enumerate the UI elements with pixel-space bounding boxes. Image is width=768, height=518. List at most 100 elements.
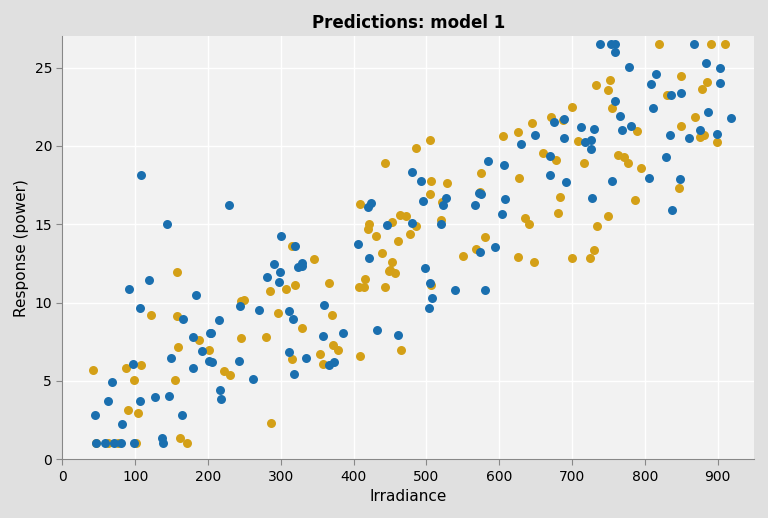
- Point: [406, 219, 418, 227]
- Point: [617, 153, 630, 161]
- Point: [609, 48, 621, 56]
- Point: [710, 138, 723, 147]
- Point: [435, 220, 447, 228]
- Point: [711, 130, 723, 138]
- Point: [606, 177, 618, 185]
- Point: [273, 278, 286, 286]
- Point: [489, 243, 502, 251]
- Point: [647, 104, 659, 112]
- Point: [469, 201, 482, 209]
- Point: [316, 332, 329, 340]
- Point: [419, 264, 431, 272]
- Point: [286, 355, 298, 363]
- Point: [683, 133, 695, 141]
- Point: [102, 396, 114, 405]
- Point: [725, 113, 737, 122]
- Point: [622, 63, 634, 71]
- Point: [479, 286, 492, 295]
- Point: [496, 132, 508, 140]
- Point: [287, 370, 300, 378]
- Point: [475, 190, 487, 198]
- Point: [482, 156, 494, 165]
- Point: [115, 420, 127, 428]
- Point: [566, 103, 578, 111]
- Point: [261, 273, 273, 281]
- Point: [449, 285, 462, 294]
- Point: [381, 221, 393, 229]
- Point: [473, 248, 485, 256]
- Point: [223, 371, 236, 380]
- Point: [425, 294, 438, 302]
- Point: [635, 164, 647, 172]
- Point: [384, 266, 396, 274]
- Point: [296, 324, 308, 333]
- Point: [698, 131, 710, 139]
- Point: [106, 378, 118, 386]
- Point: [560, 178, 572, 186]
- Point: [609, 97, 621, 106]
- Point: [571, 137, 584, 146]
- Point: [359, 275, 372, 283]
- Point: [551, 208, 564, 217]
- Point: [688, 40, 700, 48]
- Point: [177, 315, 189, 324]
- Point: [441, 179, 453, 187]
- Point: [354, 200, 366, 208]
- Point: [586, 194, 598, 202]
- Point: [204, 329, 217, 338]
- Point: [143, 276, 155, 284]
- Point: [218, 367, 230, 376]
- Point: [101, 439, 114, 448]
- Point: [425, 281, 438, 289]
- Point: [394, 211, 406, 220]
- Point: [163, 392, 175, 400]
- Point: [608, 40, 621, 48]
- Point: [171, 268, 184, 276]
- Point: [135, 171, 147, 179]
- Point: [558, 116, 570, 124]
- Point: [260, 333, 272, 341]
- Point: [366, 198, 378, 207]
- Point: [275, 232, 287, 240]
- Y-axis label: Response (power): Response (power): [14, 179, 29, 316]
- Point: [558, 134, 571, 142]
- Point: [525, 119, 538, 127]
- Point: [114, 439, 127, 448]
- Point: [89, 411, 101, 419]
- Point: [653, 40, 665, 48]
- Point: [615, 126, 627, 134]
- Point: [614, 112, 626, 120]
- Point: [606, 104, 618, 112]
- Point: [591, 222, 603, 230]
- Point: [403, 229, 415, 238]
- Point: [264, 287, 276, 295]
- Point: [362, 203, 375, 211]
- Point: [512, 128, 525, 137]
- Point: [400, 212, 412, 220]
- Point: [168, 376, 180, 384]
- Point: [588, 125, 600, 134]
- Title: Predictions: model 1: Predictions: model 1: [312, 14, 505, 32]
- Point: [187, 333, 199, 341]
- Point: [149, 393, 161, 401]
- Point: [694, 133, 707, 141]
- Point: [323, 361, 335, 369]
- Point: [235, 297, 247, 306]
- Point: [519, 214, 531, 223]
- Point: [318, 301, 330, 309]
- Point: [196, 347, 208, 355]
- Point: [215, 395, 227, 403]
- Point: [86, 366, 98, 375]
- Point: [135, 361, 147, 369]
- Point: [314, 350, 326, 358]
- Point: [371, 326, 383, 334]
- Point: [362, 220, 375, 228]
- Point: [544, 152, 556, 161]
- Point: [190, 291, 202, 299]
- Point: [376, 249, 388, 257]
- Point: [714, 79, 727, 88]
- Point: [410, 143, 422, 152]
- Point: [674, 175, 686, 183]
- Point: [253, 306, 266, 314]
- Point: [362, 254, 375, 263]
